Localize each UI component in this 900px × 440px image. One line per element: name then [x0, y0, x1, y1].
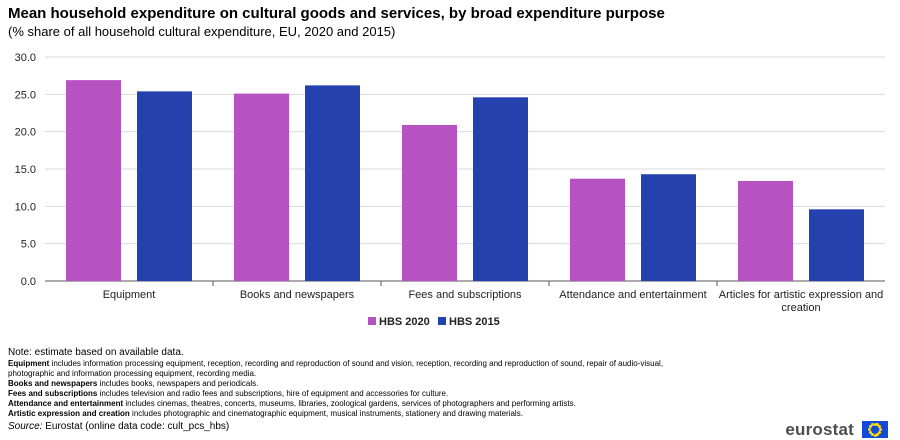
eu-star-icon: [878, 430, 882, 434]
source-line: Source: Eurostat (online data code: cult…: [8, 420, 888, 433]
eu-star-icon: [878, 425, 882, 429]
note-estimate: Note: estimate based on available data.: [8, 347, 184, 358]
bar-hbs-2015: [305, 85, 360, 281]
y-tick-label: 20.0: [15, 127, 36, 139]
eurostat-logo: eurostat: [785, 420, 854, 439]
eu-star-icon: [876, 432, 880, 436]
bar-chart: 0.0 5.0 10.0 15.0 20.0 25.0 30.0 Equipment Books…: [15, 52, 885, 328]
note-line: Books and newspapers includes books, new…: [8, 379, 888, 389]
note-definition: photographic and information processing …: [8, 369, 257, 378]
bar-hbs-2015: [809, 209, 864, 281]
eu-star-icon: [879, 428, 882, 431]
bar-hbs-2020: [570, 178, 625, 281]
x-category-label-line: Attendance and entertainment: [559, 289, 706, 301]
x-category-label-line: Articles for artistic expression and: [719, 289, 883, 301]
note-line: Equipment includes information processin…: [8, 359, 888, 369]
legend-swatch: [368, 317, 376, 325]
note-line: Attendance and entertainment includes ci…: [8, 399, 888, 409]
x-category-label-line: Books and newspapers: [240, 289, 355, 301]
eu-star-icon: [876, 423, 880, 427]
source-text: Eurostat (online data code: cult_pcs_hbs…: [42, 421, 230, 432]
eu-star-icon: [873, 433, 877, 437]
note-definition: includes books, newspapers and periodica…: [97, 379, 259, 388]
bar-hbs-2015: [641, 174, 696, 281]
y-tick-label: 5.0: [21, 239, 36, 251]
note-line: Fees and subscriptions includes televisi…: [8, 389, 888, 399]
bar-hbs-2020: [234, 93, 289, 281]
x-category-label: Attendance and entertainment: [559, 289, 706, 301]
legend-swatch: [438, 317, 446, 325]
bar-hbs-2020: [66, 80, 121, 281]
note-definition: includes photographic and cinematographi…: [129, 409, 523, 418]
chart-notes: Note: estimate based on available data. …: [8, 346, 888, 433]
y-tick-label: 10.0: [15, 201, 36, 213]
note-term: Equipment: [8, 359, 50, 368]
y-tick-label: 30.0: [15, 52, 36, 64]
legend-label: HBS 2020: [379, 316, 430, 328]
note-definitions: Equipment includes information processin…: [8, 359, 888, 419]
note-term: Books and newspapers: [8, 379, 98, 388]
chart-title: Mean household expenditure on cultural g…: [8, 5, 665, 22]
note-definition: includes cinemas, theatres, concerts, mu…: [123, 399, 576, 408]
y-tick-label: 15.0: [15, 164, 36, 176]
note-definition: includes information processing equipmen…: [49, 359, 664, 368]
note-term: Fees and subscriptions: [8, 389, 98, 398]
x-category-label-line: Equipment: [103, 289, 156, 301]
source-label: Source:: [8, 421, 43, 432]
x-category-label: Equipment: [103, 289, 156, 301]
eu-star-icon: [870, 423, 874, 427]
bar-hbs-2020: [738, 180, 793, 281]
x-category-label: Articles for artistic expression and crea…: [719, 289, 883, 314]
note-term: Artistic expression and creation: [8, 409, 130, 418]
y-tick-label: 0.0: [21, 276, 36, 288]
x-category-label: Books and newspapers: [240, 289, 355, 301]
x-category-label-line: Fees and subscriptions: [408, 289, 522, 301]
bar-hbs-2020: [402, 124, 457, 282]
x-category-label-line: creation: [781, 302, 820, 314]
note-line: photographic and information processing …: [8, 369, 888, 379]
note-term: Attendance and entertainment: [8, 399, 124, 408]
legend-label: HBS 2015: [449, 316, 500, 328]
bar-hbs-2015: [137, 91, 192, 281]
eu-flag-icon: [862, 421, 888, 438]
note-line: Artistic expression and creation include…: [8, 409, 888, 419]
eu-star-icon: [873, 422, 877, 426]
note-definition: includes television and radio fees and s…: [97, 389, 449, 398]
eu-star-icon: [868, 425, 872, 429]
x-category-label: Fees and subscriptions: [408, 289, 522, 301]
eu-star-icon: [870, 432, 874, 436]
eu-star-icon: [868, 428, 871, 431]
y-tick-label: 25.0: [15, 89, 36, 101]
chart-subtitle: (% share of all household cultural expen…: [8, 24, 396, 39]
bar-hbs-2015: [473, 97, 528, 281]
eu-star-icon: [868, 430, 872, 434]
